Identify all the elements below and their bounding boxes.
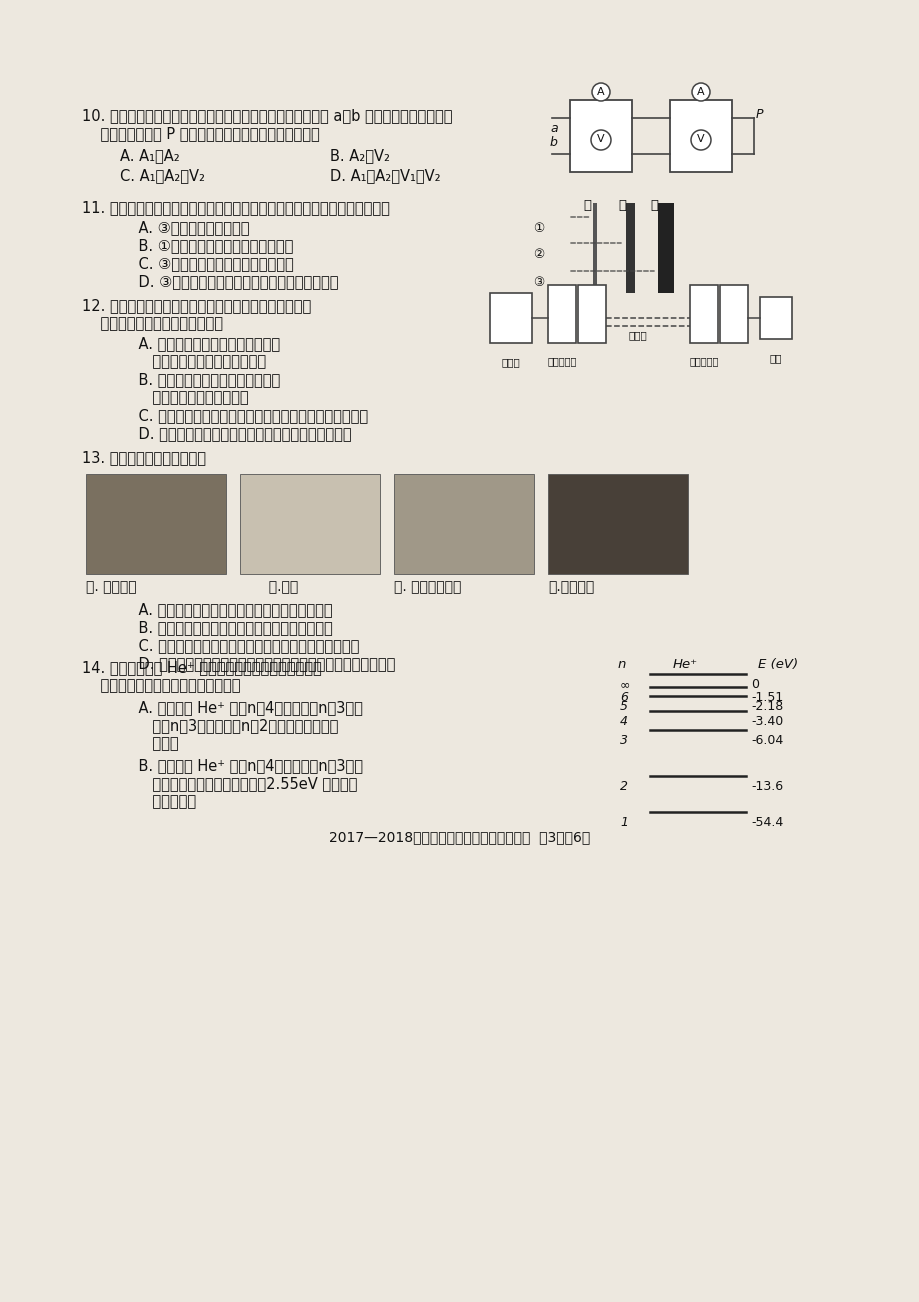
Bar	[548, 474, 687, 574]
Text: 跃迁理论可知，下列选项中正确的是: 跃迁理论可知，下列选项中正确的是	[82, 678, 240, 693]
Text: 输电线: 输电线	[628, 329, 647, 340]
Text: A: A	[697, 87, 704, 98]
Text: 纸: 纸	[583, 199, 590, 212]
Text: 比从n＝3能级跃迁到n＝2能级辐射出光子的: 比从n＝3能级跃迁到n＝2能级辐射出光子的	[119, 717, 338, 733]
Text: 10. 如图所示为理想变压器，电表均可视为理想电表，接线柱 a、b 接正弦交流电源。当滑: 10. 如图所示为理想变压器，电表均可视为理想电表，接线柱 a、b 接正弦交流电…	[82, 108, 452, 122]
Text: E (eV): E (eV)	[757, 658, 798, 671]
Text: He⁺: He⁺	[673, 658, 698, 671]
Text: -2.18: -2.18	[750, 700, 782, 713]
Text: A. 图甲的原理和光导纤维传送光信号的原理一样: A. 图甲的原理和光导纤维传送光信号的原理一样	[119, 602, 333, 617]
Bar	[657, 203, 674, 293]
Text: -13.6: -13.6	[750, 780, 782, 793]
Text: B. ①的电离作用最强，是一种电磁波: B. ①的电离作用最强，是一种电磁波	[119, 238, 293, 253]
Text: B. 当用户用电器的总电阵减少时，: B. 当用户用电器的总电阵减少时，	[119, 372, 280, 387]
Text: 2: 2	[619, 780, 628, 793]
Text: C. 图丙的原理和照相机镜头表面涂上增透膜的原理一样: C. 图丙的原理和照相机镜头表面涂上增透膜的原理一样	[119, 638, 359, 654]
Text: B. 氯离子（ He⁺ ）从n＝4能级跃迁到n＝3能级: B. 氯离子（ He⁺ ）从n＝4能级跃迁到n＝3能级	[119, 758, 363, 773]
Text: V: V	[596, 134, 604, 145]
Text: 压不变，则下列叙述中正确的是: 压不变，则下列叙述中正确的是	[82, 316, 222, 331]
Text: 频率高: 频率高	[119, 736, 178, 751]
Text: 乙.彩虹: 乙.彩虹	[260, 579, 298, 594]
Text: 甲. 沙漠蘎景: 甲. 沙漠蘎景	[85, 579, 137, 594]
Text: C. ③的电离作用最强，是一种电磁波: C. ③的电离作用最强，是一种电磁波	[119, 256, 293, 271]
Text: a: a	[550, 122, 557, 135]
Text: B. A₂、V₂: B. A₂、V₂	[330, 148, 390, 163]
Text: -3.40: -3.40	[750, 715, 782, 728]
Bar	[625, 203, 634, 293]
Text: A. ③来自原子核外的电子: A. ③来自原子核外的电子	[119, 220, 249, 234]
Bar	[669, 100, 732, 172]
Circle shape	[690, 130, 710, 150]
Text: A. A₁、A₂: A. A₁、A₂	[119, 148, 179, 163]
Text: A. 升压变压器的原线圈中的电流与: A. 升压变压器的原线圈中的电流与	[119, 336, 279, 352]
Circle shape	[691, 83, 709, 102]
Text: 用户用电设备消耗的功率无关: 用户用电设备消耗的功率无关	[119, 354, 266, 368]
Text: 时辐射出的光子能使逃出功为2.55eV 的金属发: 时辐射出的光子能使逃出功为2.55eV 的金属发	[119, 776, 357, 792]
Bar	[759, 297, 791, 339]
Text: C. 输电线中的电流只由升压变压器原副线圈的匹数比决定: C. 输电线中的电流只由升压变压器原副线圈的匹数比决定	[119, 408, 368, 423]
Text: P: P	[755, 108, 763, 121]
Text: 生光电效应: 生光电效应	[119, 794, 196, 809]
Bar	[593, 203, 596, 293]
Text: 铅: 铅	[650, 199, 657, 212]
Bar	[689, 285, 717, 342]
Text: 0: 0	[750, 678, 758, 691]
Text: 丁.立体电影: 丁.立体电影	[548, 579, 594, 594]
Text: 3: 3	[619, 734, 628, 747]
Text: -6.04: -6.04	[750, 734, 782, 747]
Text: C. A₁、A₂、V₂: C. A₁、A₂、V₂	[119, 168, 205, 184]
Text: 11. 天然放射性元素放出的三种射线的穿透能力实验结果如图所示，由此可知: 11. 天然放射性元素放出的三种射线的穿透能力实验结果如图所示，由此可知	[82, 201, 390, 215]
Text: -1.51: -1.51	[750, 691, 782, 704]
Text: D. ③的电离作用最弱，属于原子核内释放的光子: D. ③的电离作用最弱，属于原子核内释放的光子	[119, 273, 338, 289]
Text: 14. 已知氯离子（ He⁺ ）的能级图如图所示，根据能级: 14. 已知氯离子（ He⁺ ）的能级图如图所示，根据能级	[82, 660, 322, 674]
Text: D. A₁、A₂、V₁、V₂: D. A₁、A₂、V₁、V₂	[330, 168, 440, 184]
Text: A: A	[596, 87, 604, 98]
Text: 动变阻器的滑片 P 向上滑动时，示数发生变化的电表是: 动变阻器的滑片 P 向上滑动时，示数发生变化的电表是	[82, 126, 320, 141]
Text: 发电机: 发电机	[501, 357, 520, 367]
Text: 用户: 用户	[769, 353, 781, 363]
Bar	[393, 474, 533, 574]
Text: ∞: ∞	[619, 678, 630, 691]
Circle shape	[590, 130, 610, 150]
Bar	[577, 285, 606, 342]
Text: 降压变压器: 降压变压器	[688, 355, 718, 366]
Text: 6: 6	[619, 691, 628, 704]
Text: 升压变压器: 升压变压器	[547, 355, 576, 366]
Text: D. 升压变压器的输出电压等于降压变压器的输入电压: D. 升压变压器的输出电压等于降压变压器的输入电压	[119, 426, 351, 441]
Circle shape	[591, 83, 609, 102]
Bar	[490, 293, 531, 342]
Text: 2017—2018学年（下期）期末高二物理试题  第3页公6页: 2017—2018学年（下期）期末高二物理试题 第3页公6页	[329, 829, 590, 844]
Text: 丙. 彩色的肥皂泡: 丙. 彩色的肥皂泡	[393, 579, 460, 594]
Text: 12. 远距输电线路的示意图如图所示，若发电机的输出电: 12. 远距输电线路的示意图如图所示，若发电机的输出电	[82, 298, 311, 312]
Text: 1: 1	[619, 816, 628, 829]
Text: -54.4: -54.4	[750, 816, 782, 829]
Text: 铝: 铝	[618, 199, 625, 212]
Text: B. 图乙的原理和雨天水演中彩色油膜的原理一样: B. 图乙的原理和雨天水演中彩色油膜的原理一样	[119, 620, 333, 635]
Text: ③: ③	[532, 276, 544, 289]
Text: 4: 4	[619, 715, 628, 728]
Text: 5: 5	[619, 700, 628, 713]
Bar	[720, 285, 747, 342]
Text: 13. 对下列现象解释正确的是: 13. 对下列现象解释正确的是	[82, 450, 206, 465]
Text: D. 图丁的原理和用标准平面检查光学平面的平整程度的原理一样: D. 图丁的原理和用标准平面检查光学平面的平整程度的原理一样	[119, 656, 395, 671]
Bar	[85, 474, 226, 574]
Text: V: V	[697, 134, 704, 145]
Text: A. 氯离子（ He⁺ ）从n＝4能级跃迁到n＝3能级: A. 氯离子（ He⁺ ）从n＝4能级跃迁到n＝3能级	[119, 700, 362, 715]
Text: n: n	[618, 658, 626, 671]
Text: b: b	[550, 135, 557, 148]
Bar	[548, 285, 575, 342]
Bar	[570, 100, 631, 172]
Text: ②: ②	[532, 247, 544, 260]
Bar	[240, 474, 380, 574]
Text: 输电线上损失的功率增大: 输电线上损失的功率增大	[119, 391, 248, 405]
Text: ①: ①	[532, 223, 544, 234]
